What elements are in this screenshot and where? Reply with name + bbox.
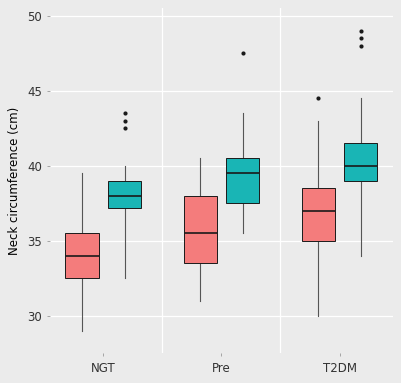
FancyBboxPatch shape: [226, 158, 259, 203]
FancyBboxPatch shape: [302, 188, 335, 241]
Y-axis label: Neck circumference (cm): Neck circumference (cm): [8, 107, 21, 255]
FancyBboxPatch shape: [65, 233, 99, 278]
FancyBboxPatch shape: [108, 181, 141, 208]
FancyBboxPatch shape: [344, 143, 377, 181]
FancyBboxPatch shape: [184, 196, 217, 264]
